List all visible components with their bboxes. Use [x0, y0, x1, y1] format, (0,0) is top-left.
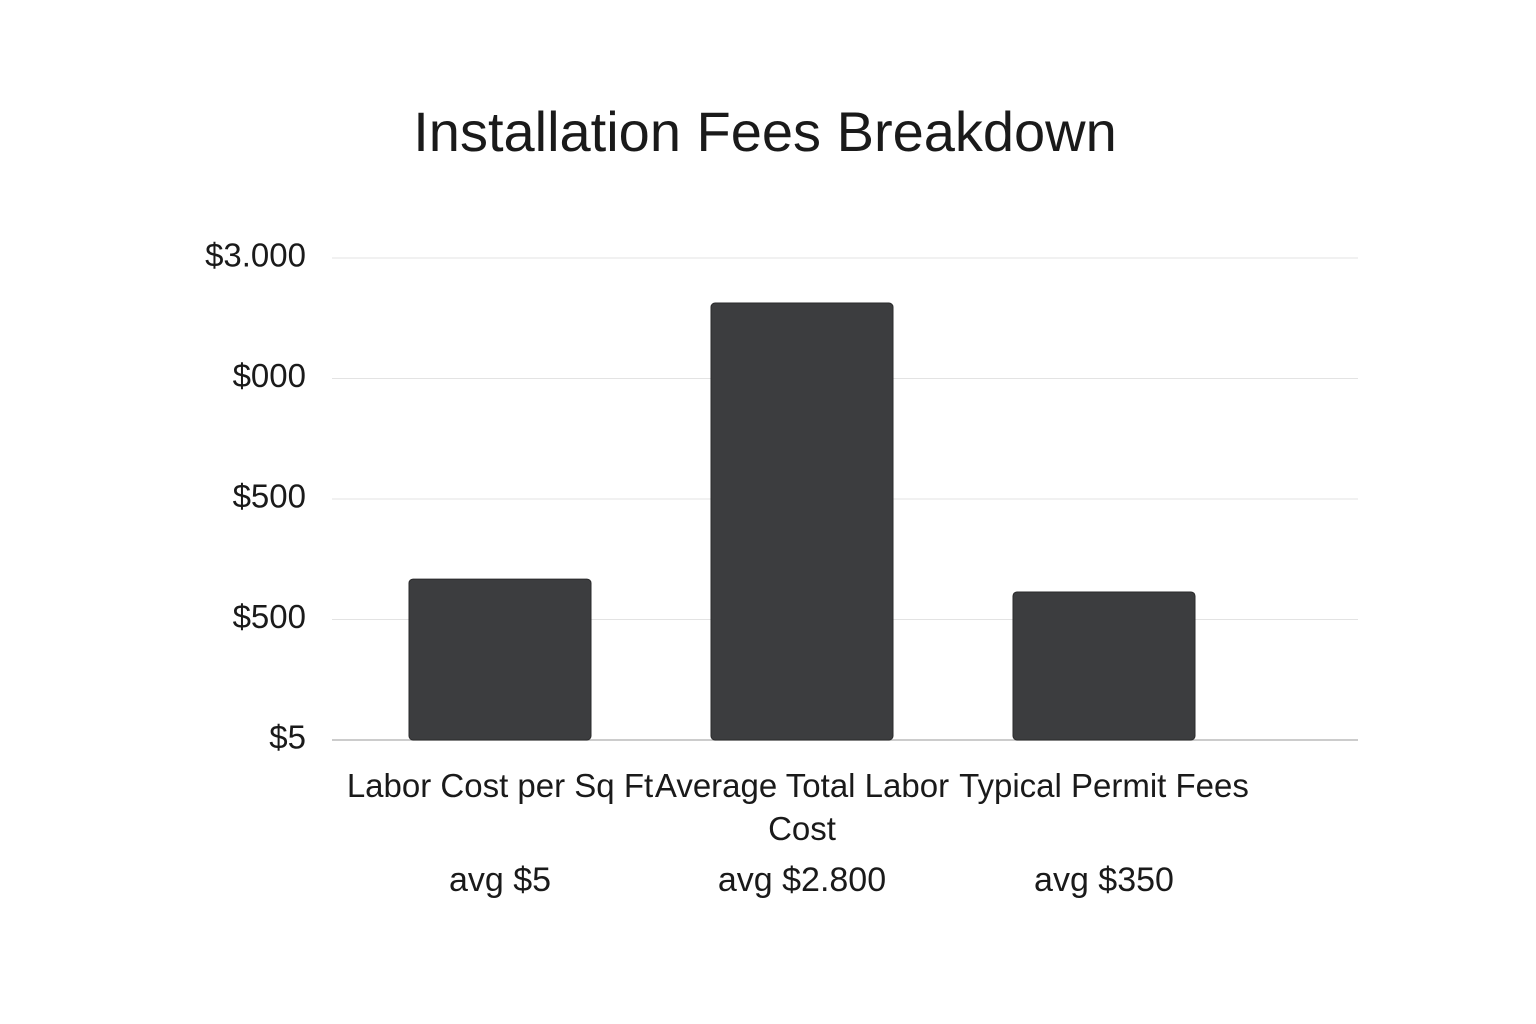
chart-title: Installation Fees Breakdown: [413, 100, 1117, 163]
x-tick-label: Average Total Labor Cost: [654, 767, 950, 847]
bar: [710, 302, 894, 741]
annotation: avg $5: [448, 861, 552, 899]
y-tick-label: $000: [233, 357, 306, 394]
bar: [1012, 591, 1196, 741]
y-tick-label: $5: [269, 719, 306, 756]
y-tick-label: $3.000: [205, 237, 306, 274]
x-tick-label: Typical Permit Fees: [959, 767, 1249, 804]
annotation: avg $2.800: [717, 861, 887, 899]
y-tick-label: $500: [233, 478, 306, 515]
annotation: avg $350: [1034, 861, 1174, 899]
x-tick-label: Labor Cost per Sq Ft: [346, 767, 654, 804]
y-tick-label: $500: [233, 598, 306, 635]
bar: [408, 578, 592, 741]
